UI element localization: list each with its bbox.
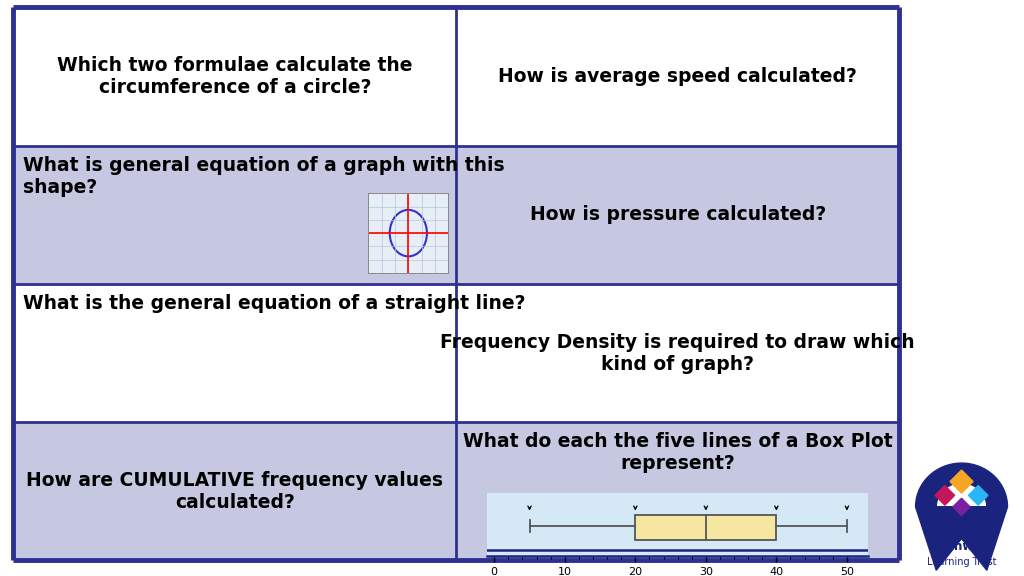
Text: What do each the five lines of a Box Plot
represent?: What do each the five lines of a Box Plo… <box>463 432 893 473</box>
Text: Frequency Density is required to draw which
kind of graph?: Frequency Density is required to draw wh… <box>440 332 915 374</box>
Text: Learning Trust: Learning Trust <box>927 557 996 567</box>
Text: What is the general equation of a straight line?: What is the general equation of a straig… <box>24 294 525 313</box>
Text: What is general equation of a graph with this
shape?: What is general equation of a graph with… <box>24 156 505 197</box>
Polygon shape <box>953 498 970 516</box>
Bar <box>457 422 899 560</box>
Bar <box>457 146 899 284</box>
Text: How is pressure calculated?: How is pressure calculated? <box>529 206 825 224</box>
Bar <box>635 515 776 540</box>
Text: Archway: Archway <box>933 540 990 552</box>
Bar <box>457 7 899 146</box>
Polygon shape <box>935 486 954 505</box>
Polygon shape <box>969 486 988 505</box>
Polygon shape <box>950 470 973 493</box>
Text: How is average speed calculated?: How is average speed calculated? <box>499 67 857 86</box>
Text: How are CUMULATIVE frequency values
calculated?: How are CUMULATIVE frequency values calc… <box>27 471 443 512</box>
Bar <box>13 422 457 560</box>
Text: Which two formulae calculate the
circumference of a circle?: Which two formulae calculate the circumf… <box>57 56 413 97</box>
Polygon shape <box>915 463 1008 570</box>
Bar <box>13 284 457 422</box>
Bar <box>13 146 457 284</box>
Bar <box>457 284 899 422</box>
Bar <box>13 7 457 146</box>
